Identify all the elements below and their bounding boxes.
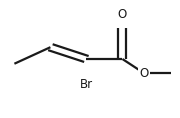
Text: O: O — [139, 67, 149, 80]
Text: O: O — [118, 8, 127, 21]
Text: Br: Br — [80, 78, 93, 91]
